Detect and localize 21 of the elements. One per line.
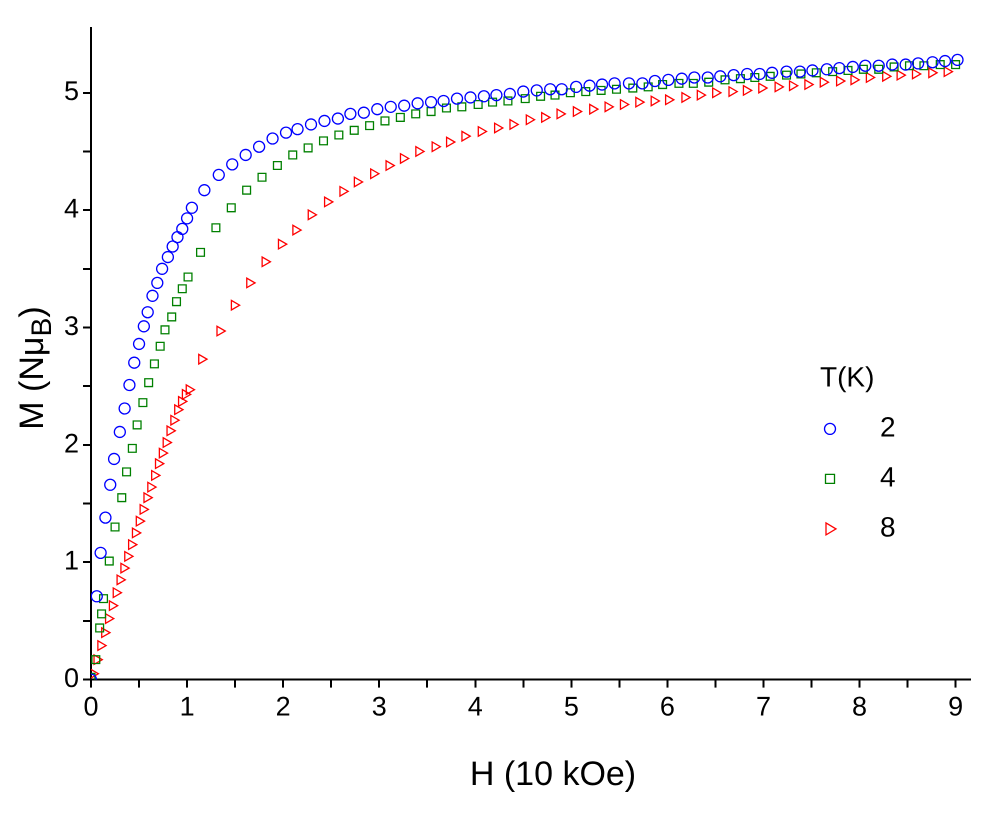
x-axis-title: H (10 kOe) [468, 755, 638, 794]
y-tick-label: 5 [64, 76, 80, 106]
x-tick-label: 4 [468, 691, 483, 722]
y-tick-label: 3 [64, 310, 80, 341]
legend-label: 8 [880, 512, 896, 543]
x-tick-label: 1 [180, 691, 195, 722]
legend-title: T(K) [820, 362, 874, 393]
x-tick-label: 5 [564, 691, 579, 722]
x-tick-label: 7 [756, 691, 771, 722]
y-tick-label: 1 [64, 546, 80, 576]
x-tick-label: 3 [372, 691, 387, 722]
y-tick-label: 4 [64, 194, 80, 224]
y-tick-label: 2 [64, 428, 80, 458]
x-tick-label: 8 [852, 691, 868, 722]
x-tick-label: 9 [948, 691, 964, 722]
x-tick-label: 0 [84, 691, 99, 722]
x-tick-label: 6 [660, 691, 675, 722]
legend-label: 4 [880, 462, 896, 493]
x-tick-label: 2 [276, 691, 291, 722]
y-tick-label: 0 [64, 663, 80, 694]
legend-label: 2 [880, 412, 896, 443]
